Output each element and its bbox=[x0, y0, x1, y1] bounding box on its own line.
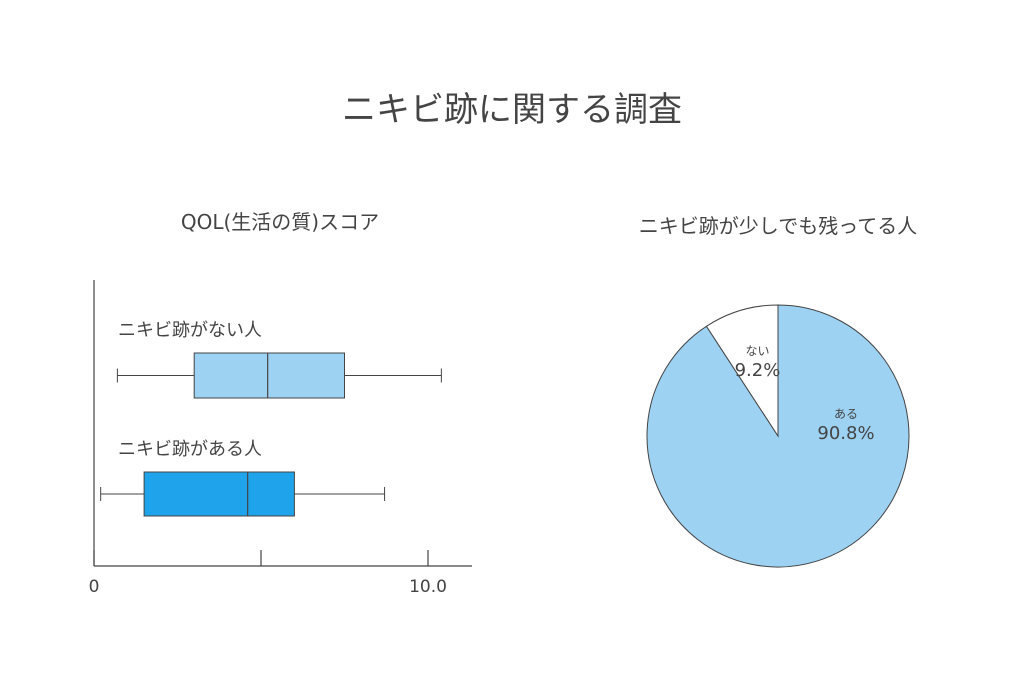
slice-value-label: 9.2% bbox=[735, 360, 781, 381]
series-label: ニキビ跡がある人 bbox=[118, 439, 262, 460]
slice-label: ない bbox=[745, 344, 769, 358]
box-chart-title: QOL(生活の質)スコア bbox=[180, 210, 380, 234]
slice-label: ある bbox=[834, 407, 858, 421]
pie-slice bbox=[705, 304, 779, 438]
box-iqr bbox=[193, 352, 345, 399]
box-iqr bbox=[143, 471, 295, 517]
page-title: ニキビ跡に関する調査 bbox=[342, 90, 682, 130]
series-label: ニキビ跡がない人 bbox=[118, 320, 262, 341]
pie-chart-title: ニキビ跡が少しでも残ってる人 bbox=[638, 214, 918, 238]
x-tick-label: 0 bbox=[89, 577, 100, 597]
slice-value-label: 90.8% bbox=[817, 423, 874, 444]
x-tick-label: 10.0 bbox=[409, 577, 447, 597]
